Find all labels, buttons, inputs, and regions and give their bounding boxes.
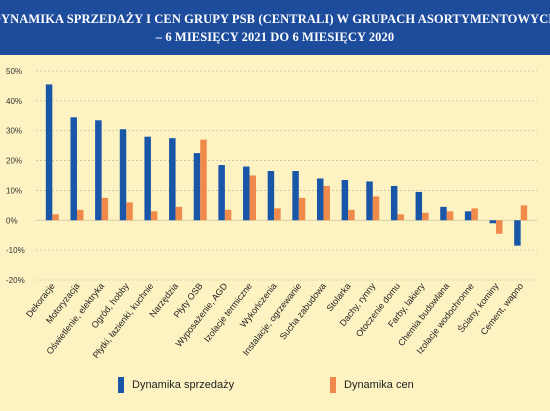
y-tick-label: 10%: [6, 186, 22, 195]
y-tick-label: -10%: [6, 246, 25, 255]
x-tick-label: Otoczenie domu: [354, 281, 402, 339]
bar-sales: [390, 185, 398, 221]
bar-sales: [95, 120, 102, 221]
legend-swatch-sales: [118, 377, 124, 393]
bar-prices: [200, 139, 207, 221]
bar-prices: [446, 211, 454, 221]
bar-sales: [119, 129, 127, 221]
bar-sales: [193, 153, 201, 221]
y-tick-label: 30%: [6, 127, 22, 136]
bar-prices: [274, 208, 281, 221]
bar-sales: [366, 181, 373, 221]
bar-sales: [316, 178, 324, 221]
legend-label-sales: Dynamika sprzedaży: [132, 379, 235, 391]
bar-prices: [372, 196, 380, 221]
bar-prices: [348, 209, 355, 221]
bar-prices: [397, 214, 404, 221]
bar-prices: [224, 209, 232, 221]
bar-prices: [471, 208, 478, 221]
legend-label-prices: Dynamika cen: [344, 379, 414, 391]
legend-item-sales: Dynamika sprzedaży: [118, 377, 234, 393]
y-tick-label: 0%: [6, 216, 18, 225]
bar-sales: [267, 171, 275, 221]
bar-sales: [45, 84, 53, 221]
bar-sales: [464, 211, 472, 221]
bar-prices: [101, 197, 109, 221]
chart-header: DYNAMIKA SPRZEDAŻY I CEN GRUPY PSB (CENT…: [0, 0, 550, 55]
bar-prices: [175, 206, 183, 221]
bar-prices: [52, 214, 59, 221]
bar-sales: [243, 166, 250, 221]
bar-prices: [496, 220, 503, 234]
bar-sales: [341, 179, 349, 221]
bar-sales: [514, 220, 521, 246]
bar-prices: [76, 209, 84, 221]
y-tick-label: 20%: [6, 157, 22, 166]
bar-sales: [489, 220, 497, 224]
x-tick-label: Sucha zabudowa: [278, 281, 328, 342]
bar-sales: [292, 171, 299, 221]
y-tick-label: -20%: [6, 276, 25, 285]
legend-item-prices: Dynamika cen: [330, 377, 414, 393]
chart-title-line-2: – 6 MIESIĘCY 2021 DO 6 MIESIĘCY 2020: [155, 29, 395, 44]
bar-sales: [440, 206, 447, 221]
bar-sales: [70, 117, 77, 221]
bar-prices: [298, 197, 306, 221]
bar-prices: [126, 202, 133, 221]
bar-sales: [415, 191, 423, 221]
bar-prices: [520, 205, 528, 221]
bar-chart: -20%-10%0%10%20%30%40%50%DekoracjeMotory…: [6, 67, 537, 360]
chart-title-line-1: DYNAMIKA SPRZEDAŻY I CEN GRUPY PSB (CENT…: [0, 11, 550, 26]
y-tick-label: 50%: [6, 67, 22, 76]
y-tick-label: 40%: [6, 97, 22, 106]
legend-swatch-prices: [330, 377, 336, 393]
bar-prices: [150, 211, 158, 221]
legend: Dynamika sprzedaży Dynamika cen: [0, 377, 550, 397]
bar-sales: [169, 138, 176, 221]
bar-prices: [249, 175, 257, 221]
bar-sales: [218, 165, 225, 221]
bar-prices: [323, 185, 330, 221]
bar-sales: [144, 136, 151, 221]
bar-prices: [422, 212, 429, 221]
